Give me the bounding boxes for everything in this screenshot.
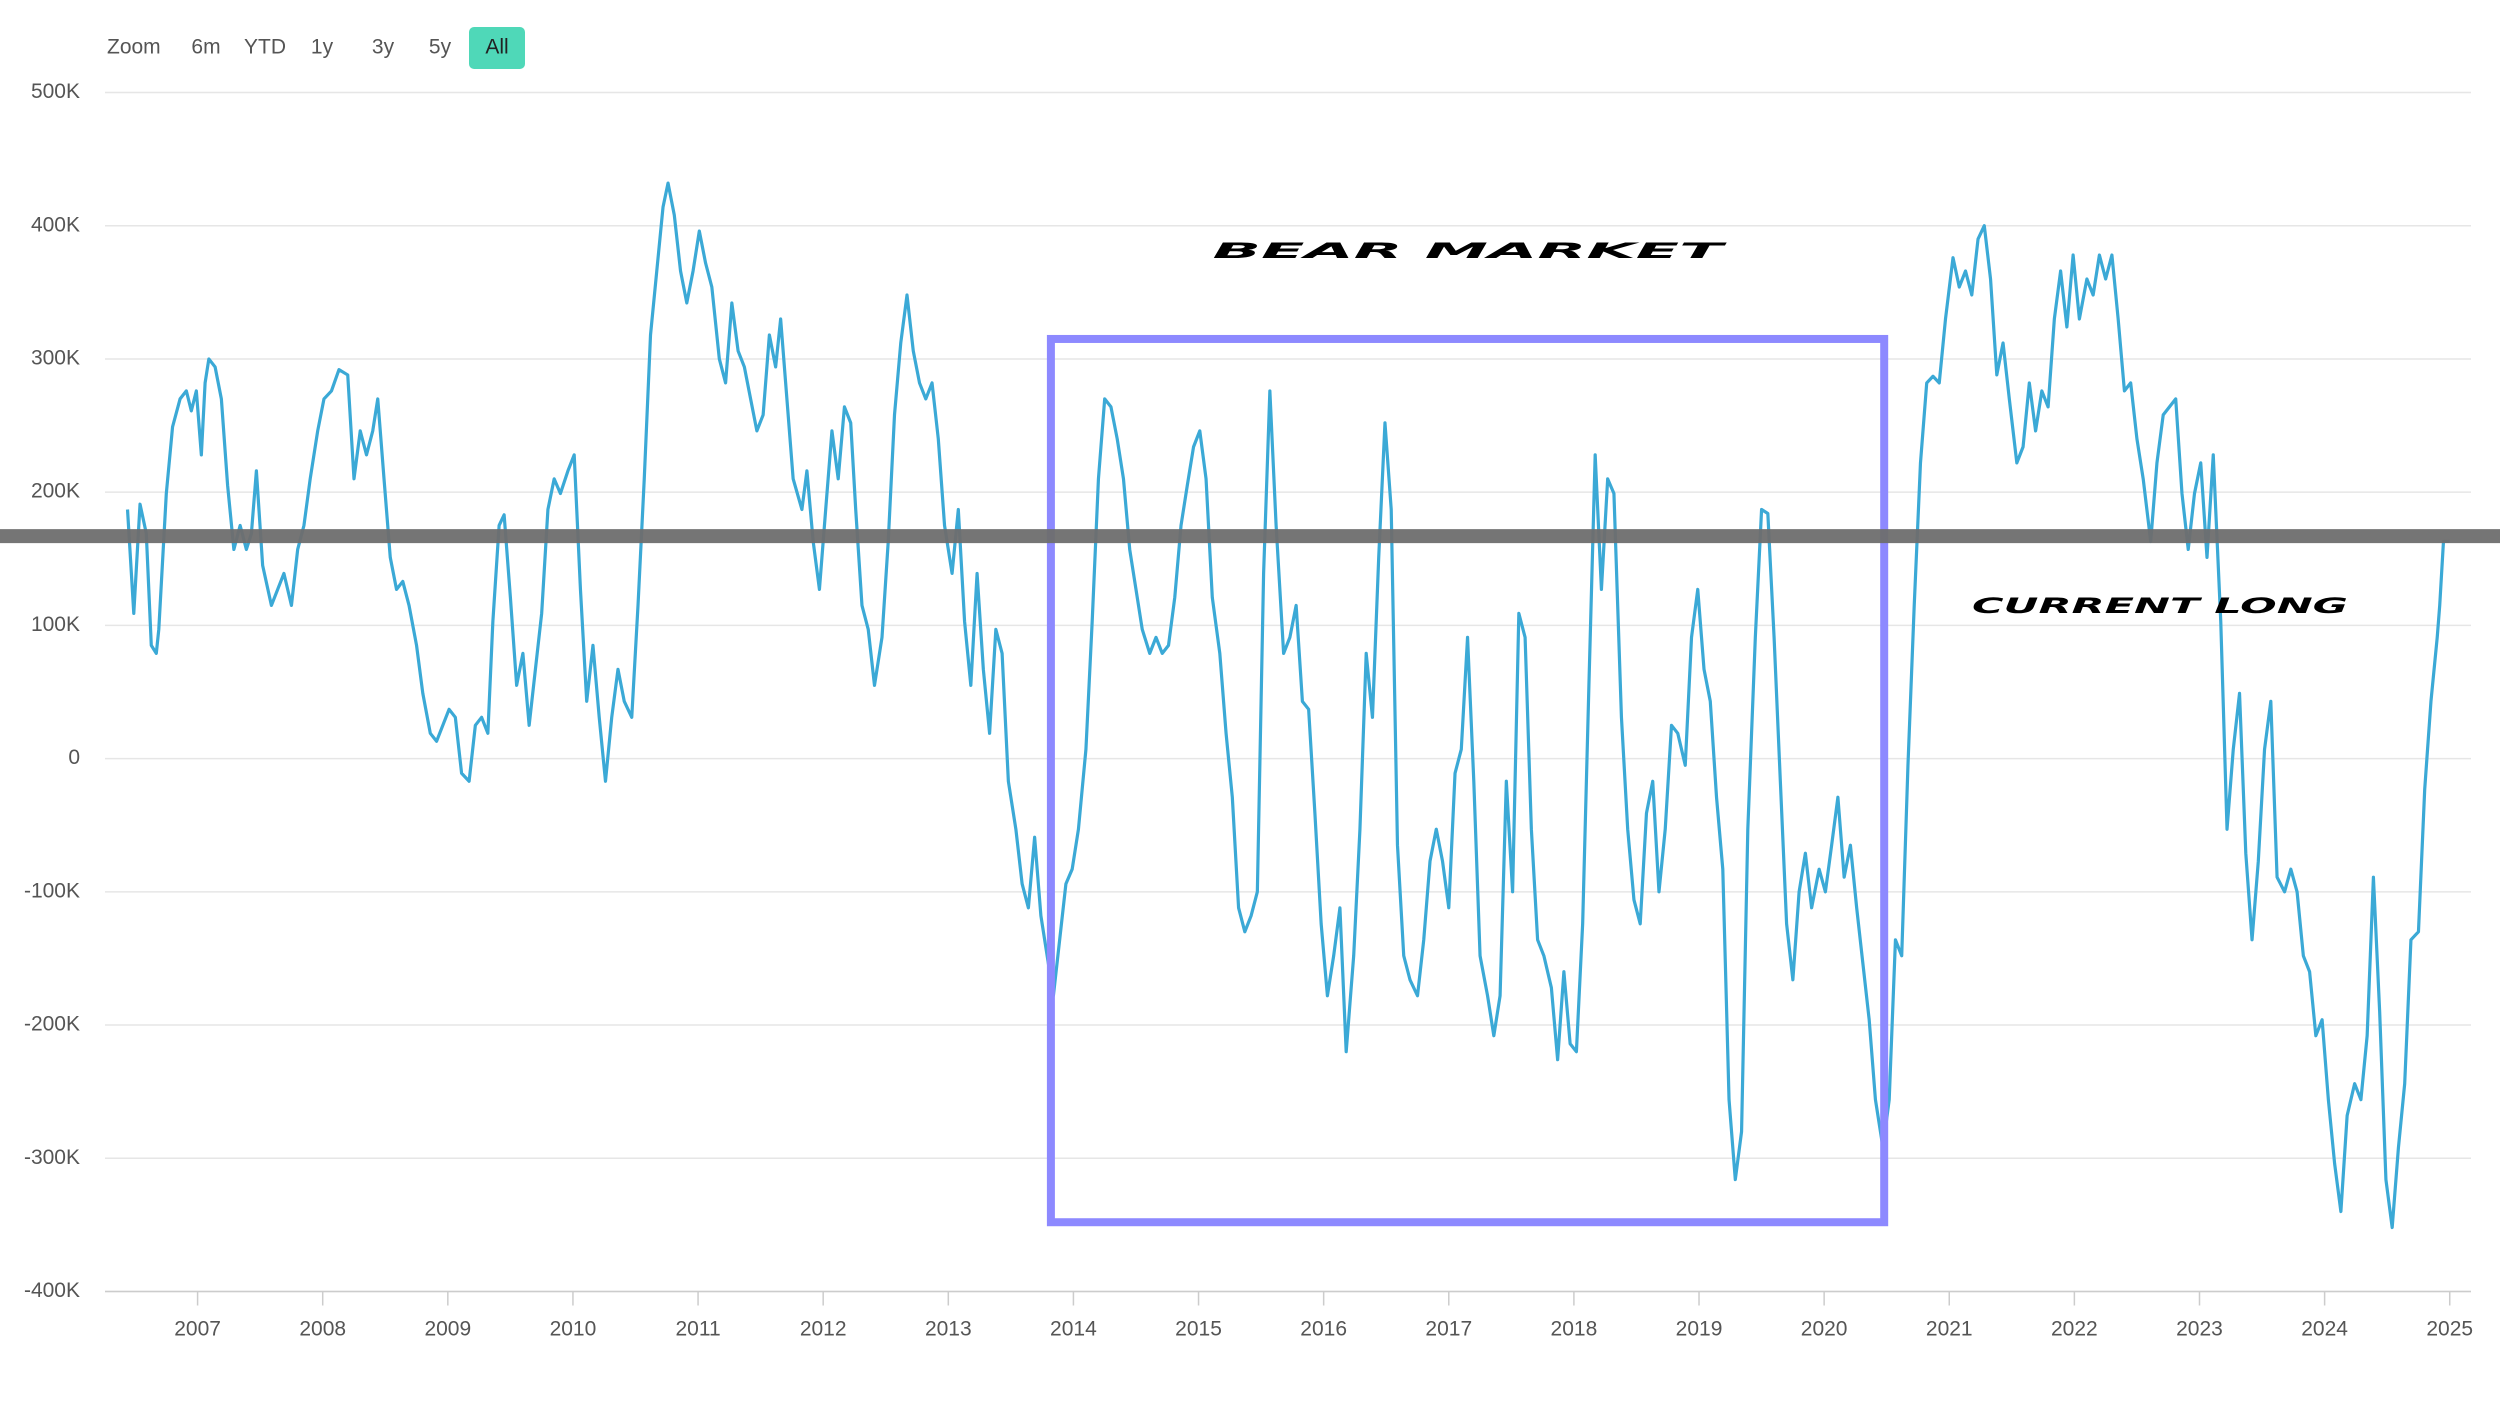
- x-tick-label: 2013: [925, 1318, 972, 1341]
- x-tick-label: 2019: [1676, 1318, 1723, 1341]
- range-button[interactable]: YTD: [244, 36, 286, 59]
- x-tick-label: 2014: [1050, 1318, 1097, 1341]
- range-button[interactable]: 5y: [429, 36, 452, 59]
- x-tick-label: 2022: [2051, 1318, 2098, 1341]
- y-tick-label: 500K: [31, 80, 80, 103]
- y-tick-label: 200K: [31, 480, 80, 503]
- highlight-box: [1046, 334, 1889, 1227]
- range-button[interactable]: 6m: [191, 36, 220, 59]
- range-button[interactable]: 3y: [372, 36, 395, 59]
- x-tick-label: 2015: [1175, 1318, 1222, 1341]
- x-tick-label: 2012: [800, 1318, 847, 1341]
- x-tick-label: 2009: [424, 1318, 471, 1341]
- y-tick-label: 300K: [31, 346, 80, 369]
- x-tick-label: 2016: [1300, 1318, 1347, 1341]
- x-tick-label: 2025: [2426, 1318, 2473, 1341]
- x-tick-label: 2020: [1801, 1318, 1848, 1341]
- y-tick-label: 400K: [31, 213, 80, 236]
- x-tick-label: 2011: [675, 1318, 720, 1341]
- x-tick-label: 2024: [2301, 1318, 2348, 1341]
- y-tick-label: 0: [68, 746, 80, 769]
- x-tick-label: 2021: [1926, 1318, 1973, 1341]
- y-tick-label: -200K: [24, 1013, 80, 1036]
- y-tick-label: 100K: [31, 613, 80, 636]
- x-tick-label: 2008: [299, 1318, 346, 1341]
- range-button-bg[interactable]: [469, 27, 525, 69]
- annotation: BEAR MARKET: [1213, 239, 1728, 263]
- x-tick-label: 2023: [2176, 1318, 2223, 1341]
- x-tick-label: 2017: [1425, 1318, 1472, 1341]
- range-button[interactable]: All: [485, 36, 508, 59]
- y-tick-label: -400K: [24, 1279, 80, 1302]
- y-tick-label: -100K: [24, 879, 80, 902]
- range-button[interactable]: 1y: [311, 36, 334, 59]
- range-selector-label: Zoom: [107, 36, 161, 59]
- annotation: CURRENT LONG: [1972, 594, 2348, 618]
- x-tick-label: 2007: [174, 1318, 221, 1341]
- x-tick-label: 2010: [550, 1318, 597, 1341]
- x-tick-label: 2018: [1551, 1318, 1598, 1341]
- y-tick-label: -300K: [24, 1146, 80, 1169]
